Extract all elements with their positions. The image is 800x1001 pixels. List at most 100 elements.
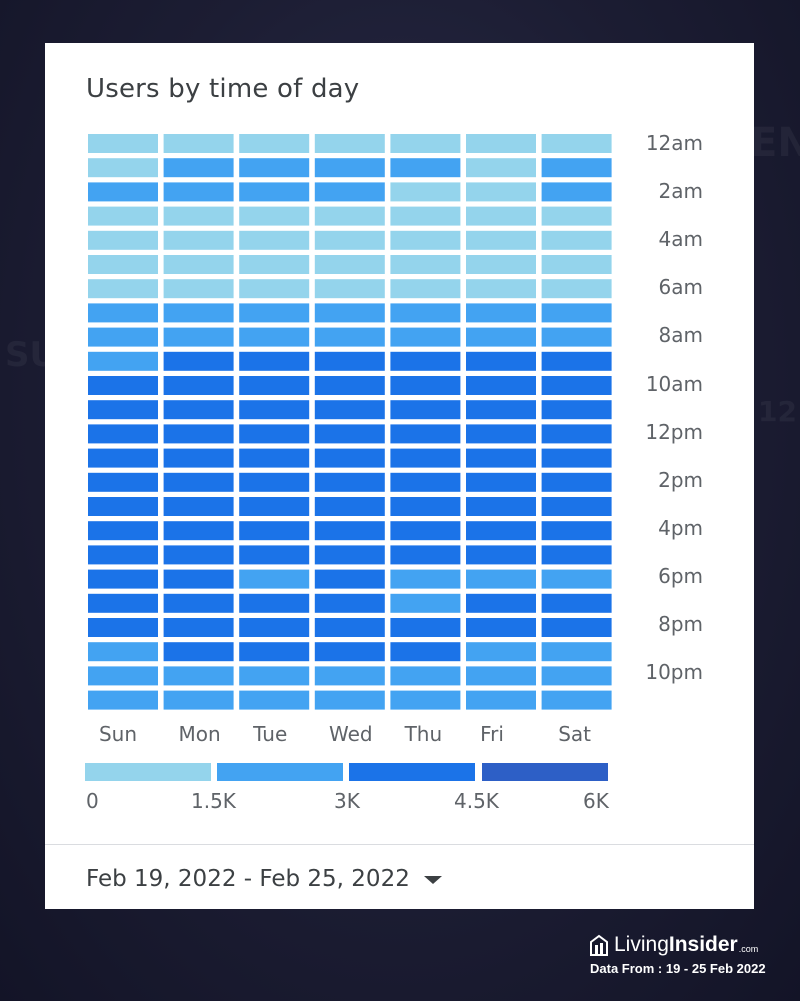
heatmap-cell-sat-9am[interactable]	[541, 351, 612, 371]
heatmap-cell-tue-7pm[interactable]	[239, 593, 310, 613]
heatmap-cell-wed-10am[interactable]	[314, 376, 385, 395]
heatmap-cell-tue-2am[interactable]	[239, 182, 310, 202]
heatmap-cell-sat-1pm[interactable]	[541, 448, 612, 468]
heatmap-cell-fri-11am[interactable]	[466, 400, 536, 420]
heatmap-cell-fri-5pm[interactable]	[466, 545, 536, 565]
heatmap-cell-sun-3am[interactable]	[88, 206, 158, 226]
heatmap-cell-sun-2pm[interactable]	[88, 472, 158, 492]
heatmap-cell-thu-7am[interactable]	[390, 303, 461, 323]
heatmap-cell-sat-6am[interactable]	[541, 279, 612, 299]
heatmap-cell-sun-10am[interactable]	[88, 376, 158, 395]
heatmap-cell-mon-2pm[interactable]	[163, 472, 234, 492]
heatmap-cell-mon-2am[interactable]	[163, 182, 234, 202]
heatmap-cell-tue-5am[interactable]	[239, 255, 310, 274]
heatmap-cell-sun-10pm[interactable]	[88, 666, 158, 686]
heatmap-cell-tue-4pm[interactable]	[239, 521, 310, 541]
heatmap-cell-mon-4am[interactable]	[163, 230, 234, 250]
heatmap-cell-tue-11pm[interactable]	[239, 690, 310, 710]
heatmap-cell-tue-6pm[interactable]	[239, 569, 310, 589]
heatmap-cell-tue-3pm[interactable]	[239, 497, 310, 516]
heatmap-cell-tue-2pm[interactable]	[239, 472, 310, 492]
heatmap-cell-mon-6am[interactable]	[163, 279, 234, 299]
heatmap-cell-fri-12am[interactable]	[466, 134, 536, 153]
heatmap-cell-tue-8am[interactable]	[239, 327, 310, 347]
heatmap-cell-sat-3am[interactable]	[541, 206, 612, 226]
heatmap-cell-thu-9am[interactable]	[390, 351, 461, 371]
heatmap-cell-fri-6am[interactable]	[466, 279, 536, 299]
heatmap-cell-sun-4pm[interactable]	[88, 521, 158, 541]
heatmap-cell-sat-4am[interactable]	[541, 230, 612, 250]
heatmap-cell-sun-7pm[interactable]	[88, 593, 158, 613]
heatmap-cell-wed-12pm[interactable]	[314, 424, 385, 444]
heatmap-cell-fri-8am[interactable]	[466, 327, 536, 347]
heatmap-cell-mon-10am[interactable]	[163, 376, 234, 395]
heatmap-cell-thu-8am[interactable]	[390, 327, 461, 347]
heatmap-cell-wed-1am[interactable]	[314, 158, 385, 178]
heatmap-cell-wed-7am[interactable]	[314, 303, 385, 323]
heatmap-cell-thu-1pm[interactable]	[390, 448, 461, 468]
heatmap-cell-sun-9pm[interactable]	[88, 642, 158, 662]
heatmap-cell-tue-1am[interactable]	[239, 158, 310, 178]
heatmap-cell-tue-12pm[interactable]	[239, 424, 310, 444]
heatmap-cell-fri-2pm[interactable]	[466, 472, 536, 492]
heatmap-cell-sun-1pm[interactable]	[88, 448, 158, 468]
heatmap-cell-tue-4am[interactable]	[239, 230, 310, 250]
heatmap-cell-sun-7am[interactable]	[88, 303, 158, 323]
heatmap-cell-wed-5pm[interactable]	[314, 545, 385, 565]
heatmap-cell-sat-10pm[interactable]	[541, 666, 612, 686]
heatmap-cell-thu-11pm[interactable]	[390, 690, 461, 710]
heatmap-cell-sat-1am[interactable]	[541, 158, 612, 178]
heatmap-cell-mon-9am[interactable]	[163, 351, 234, 371]
heatmap-cell-sat-6pm[interactable]	[541, 569, 612, 589]
heatmap-cell-sat-5pm[interactable]	[541, 545, 612, 565]
heatmap-cell-sat-3pm[interactable]	[541, 497, 612, 516]
heatmap-cell-tue-9am[interactable]	[239, 351, 310, 371]
heatmap-cell-fri-1pm[interactable]	[466, 448, 536, 468]
heatmap-cell-thu-12am[interactable]	[390, 134, 461, 153]
heatmap-cell-thu-5pm[interactable]	[390, 545, 461, 565]
heatmap-cell-thu-9pm[interactable]	[390, 642, 461, 662]
heatmap-cell-wed-5am[interactable]	[314, 255, 385, 274]
heatmap-cell-sun-4am[interactable]	[88, 230, 158, 250]
heatmap-cell-tue-8pm[interactable]	[239, 618, 310, 637]
heatmap-cell-fri-10am[interactable]	[466, 376, 536, 395]
heatmap-cell-thu-3am[interactable]	[390, 206, 461, 226]
heatmap-cell-sun-6pm[interactable]	[88, 569, 158, 589]
heatmap-cell-mon-11am[interactable]	[163, 400, 234, 420]
heatmap-cell-sat-5am[interactable]	[541, 255, 612, 274]
heatmap-cell-fri-6pm[interactable]	[466, 569, 536, 589]
heatmap-cell-sat-12pm[interactable]	[541, 424, 612, 444]
heatmap-cell-thu-3pm[interactable]	[390, 497, 461, 516]
heatmap-cell-sun-6am[interactable]	[88, 279, 158, 299]
heatmap-cell-fri-3am[interactable]	[466, 206, 536, 226]
heatmap-cell-fri-5am[interactable]	[466, 255, 536, 274]
heatmap-cell-tue-9pm[interactable]	[239, 642, 310, 662]
heatmap-cell-wed-4pm[interactable]	[314, 521, 385, 541]
heatmap-cell-mon-8am[interactable]	[163, 327, 234, 347]
heatmap-cell-sun-11pm[interactable]	[88, 690, 158, 710]
heatmap-cell-sat-10am[interactable]	[541, 376, 612, 395]
heatmap-cell-thu-4pm[interactable]	[390, 521, 461, 541]
heatmap-cell-mon-11pm[interactable]	[163, 690, 234, 710]
heatmap-cell-wed-2am[interactable]	[314, 182, 385, 202]
heatmap-cell-mon-6pm[interactable]	[163, 569, 234, 589]
heatmap-cell-wed-11pm[interactable]	[314, 690, 385, 710]
heatmap-cell-sat-2pm[interactable]	[541, 472, 612, 492]
heatmap-cell-thu-4am[interactable]	[390, 230, 461, 250]
heatmap-cell-mon-10pm[interactable]	[163, 666, 234, 686]
heatmap-cell-tue-11am[interactable]	[239, 400, 310, 420]
heatmap-cell-sun-3pm[interactable]	[88, 497, 158, 516]
caret-down-icon[interactable]	[423, 875, 442, 884]
heatmap-cell-mon-4pm[interactable]	[163, 521, 234, 541]
heatmap-cell-wed-9pm[interactable]	[314, 642, 385, 662]
heatmap-cell-thu-2pm[interactable]	[390, 472, 461, 492]
heatmap-cell-thu-1am[interactable]	[390, 158, 461, 178]
heatmap-cell-wed-6pm[interactable]	[314, 569, 385, 589]
heatmap-cell-thu-6pm[interactable]	[390, 569, 461, 589]
heatmap-cell-wed-10pm[interactable]	[314, 666, 385, 686]
heatmap-cell-sun-12am[interactable]	[88, 134, 158, 153]
heatmap-cell-tue-6am[interactable]	[239, 279, 310, 299]
heatmap-cell-fri-4pm[interactable]	[466, 521, 536, 541]
heatmap-cell-sat-8am[interactable]	[541, 327, 612, 347]
heatmap-cell-sat-4pm[interactable]	[541, 521, 612, 541]
